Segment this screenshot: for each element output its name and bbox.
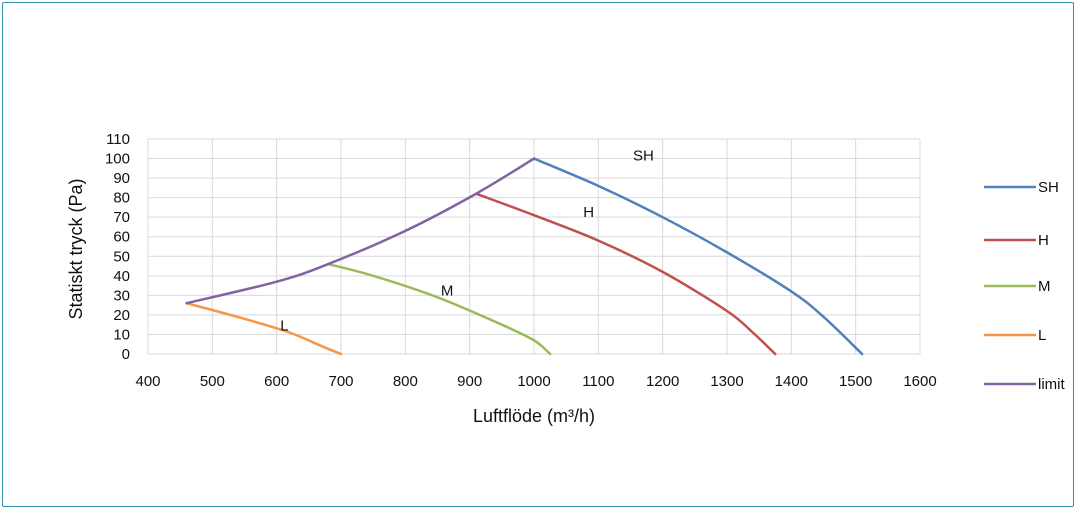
x-tick-labels: 400 500 600 700 800 900 1000 1100 1200 1300 1400 15… (135, 373, 936, 390)
curve-label-m: M (441, 282, 454, 299)
curve-labels: SH H M L (280, 148, 654, 335)
y-tick-label: 0 (122, 346, 130, 363)
legend-label-m: M (1038, 278, 1051, 295)
curve-label-l: L (280, 318, 288, 335)
legend-label-limit: limit (1038, 376, 1065, 393)
x-tick-label: 1200 (646, 373, 679, 390)
y-tick-label: 110 (106, 131, 130, 148)
y-tick-label: 30 (113, 287, 130, 304)
y-tick-label: 100 (105, 151, 130, 168)
x-tick-label: 1300 (710, 373, 743, 390)
curve-label-sh: SH (633, 148, 654, 165)
y-tick-label: 70 (113, 209, 130, 226)
legend-label-h: H (1038, 232, 1049, 249)
x-tick-label: 500 (200, 373, 225, 390)
series-lines (185, 157, 864, 356)
x-tick-label: 800 (393, 373, 418, 390)
x-tick-label: 1500 (839, 373, 872, 390)
y-tick-label: 40 (113, 268, 130, 285)
y-tick-label: 80 (113, 190, 130, 207)
y-axis-title: Statiskt tryck (Pa) (66, 178, 86, 319)
series-line-m (326, 262, 552, 356)
series-line-limit (185, 157, 536, 305)
y-tick-label: 90 (113, 170, 130, 187)
x-tick-label: 400 (135, 373, 160, 390)
legend-label-l: L (1038, 327, 1046, 344)
x-tick-label: 1400 (775, 373, 808, 390)
curve-label-h: H (583, 204, 594, 221)
x-axis-title: Luftflöde (m³/h) (473, 406, 595, 426)
series-line-h (474, 192, 777, 356)
x-tick-label: 1000 (517, 373, 550, 390)
grid-lines (147, 138, 921, 355)
y-tick-labels: 0 10 20 30 40 50 60 70 80 90 100 110 (105, 131, 130, 363)
y-tick-label: 60 (113, 229, 130, 246)
y-tick-label: 50 (113, 248, 130, 265)
series-line-l (185, 301, 343, 356)
series-line-sh (532, 157, 864, 356)
y-tick-label: 20 (113, 307, 130, 324)
x-tick-label: 900 (457, 373, 482, 390)
x-tick-label: 1600 (903, 373, 936, 390)
legend-label-sh: SH (1038, 179, 1059, 196)
y-tick-label: 10 (113, 326, 130, 343)
x-tick-label: 1100 (582, 373, 614, 390)
x-tick-label: 600 (264, 373, 289, 390)
x-tick-label: 700 (328, 373, 353, 390)
